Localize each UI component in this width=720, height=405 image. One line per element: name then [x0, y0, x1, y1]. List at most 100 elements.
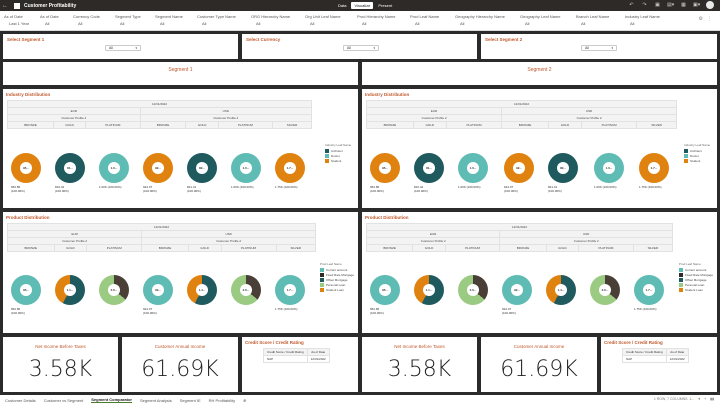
status-text: 1 ROW, 7 COLUMNS, 1... — [653, 397, 695, 401]
product-pie[interactable]: 92... 924.07 (100.00%) — [143, 275, 173, 315]
select-currency-label: Select Currency — [246, 37, 281, 42]
product-pie[interactable]: 92... 924.07 (100.00%) — [502, 275, 532, 315]
grid-icon[interactable]: ▦ — [681, 1, 686, 8]
credit-table: Credit Score / Credit Rating As of Date N… — [263, 348, 330, 363]
product-pie[interactable]: 1.7... 1.75K (100.00%) — [275, 275, 305, 311]
industry-pie[interactable]: 95... 952.86 (100.00%) — [370, 153, 400, 193]
add-icon[interactable]: + — [704, 397, 707, 401]
more-options-icon[interactable]: ⋮ — [707, 16, 712, 22]
mode-present[interactable]: Present — [378, 3, 393, 8]
filter-segment-type[interactable]: Segment Type All — [115, 14, 141, 26]
select-segment1-panel: Select Segment 1 All ▾ — [3, 34, 238, 59]
tab-segment-analysis[interactable]: Segment Analysis — [139, 397, 172, 403]
industry-pie[interactable]: 1.7... 1.75K (100.00%) — [275, 153, 305, 189]
select-currency-panel: Select Currency All ▾ — [242, 34, 477, 59]
industry-pie[interactable]: 81... 816.42 (100.00%) — [414, 153, 444, 193]
net-income-kpi-s1: Net Income Before Taxes 3.58K — [3, 337, 118, 392]
industry-distribution-s1: Industry Distribution 12/31/2022 EUR USD … — [3, 89, 358, 208]
product-pie[interactable]: 1.4... — [546, 275, 576, 305]
filter-settings-icon[interactable]: ⚙ — [698, 16, 703, 22]
tab-customer-vs-segment[interactable]: Customer vs Segment — [43, 397, 84, 403]
product-pie[interactable]: 2.6... — [231, 275, 261, 305]
filter-prod-hierarchy-name[interactable]: Prod Hierarchy Name All — [357, 14, 396, 26]
product-pie[interactable]: 95... 952.86 (100.00%) — [370, 275, 400, 315]
product-distribution-s2: Product Distribution 12/31/2022 EUR USD C… — [362, 212, 717, 333]
tab-customer-details[interactable]: Customer Details — [5, 397, 36, 403]
product-pie[interactable]: 1.4... — [187, 275, 217, 305]
industry-pie[interactable]: 82... 821.41 (100.00%) — [187, 153, 217, 193]
annual-income-kpi-s1: Customer Annual Income 61.69K — [122, 337, 238, 392]
filter-prod-leaf-name[interactable]: Prod Leaf Name All — [410, 14, 440, 26]
filter-org-unit-leaf-name[interactable]: Org Unit Leaf Name All — [305, 14, 341, 26]
back-arrow-icon[interactable]: ← — [2, 2, 8, 9]
product-header-table: 12/31/2022 EUR USD Customer Profile 2 Cust… — [365, 223, 674, 252]
product-pie[interactable]: 2.6... — [590, 275, 620, 305]
save-icon[interactable]: ▣ — [655, 1, 660, 8]
tab-segment-ie[interactable]: Segment IE — [179, 397, 201, 403]
product-pie[interactable]: 1.1... — [414, 275, 444, 305]
industry-header-table: 12/31/2022 EUR USD Customer Profile 2 Cust… — [365, 100, 677, 129]
industry-pie[interactable]: 82... 821.41 (100.00%) — [548, 153, 578, 193]
segment1-header: Segment 1 — [3, 62, 358, 85]
undo-icon[interactable]: ↶ — [629, 1, 634, 8]
industry-pie[interactable]: 1.0... 1.00K (100.00%) — [458, 153, 488, 189]
industry-pie[interactable]: 1.0... 1.00K (100.00%) — [99, 153, 129, 189]
filter-as-of-date-2[interactable]: As of Date All — [40, 14, 59, 26]
industry-pie[interactable]: 1.7... 1.75K (100.00%) — [639, 153, 669, 189]
industry-pie[interactable]: 95... 952.86 (100.00%) — [11, 153, 41, 193]
currency-dropdown[interactable]: All ▾ — [343, 45, 379, 51]
filter-icon[interactable]: ▾ — [698, 397, 701, 401]
filter-geography-leaf-name[interactable]: Geography Leaf Name All — [520, 14, 561, 26]
industry-distribution-s2: Industry Distribution 12/31/2022 EUR USD … — [362, 89, 717, 208]
net-income-kpi-s2: Net Income Before Taxes 3.58K — [362, 337, 477, 392]
filter-segment-name[interactable]: Segment Name All — [155, 14, 183, 26]
product-pie[interactable]: 1.1... — [55, 275, 85, 305]
credit-score-s2: Credit Score / Credit Rating Credit Scor… — [601, 337, 717, 392]
product-legend: Prod Leaf Name Current account Fixed Rat… — [679, 262, 714, 292]
grid-view-icon[interactable]: ▮▮ — [710, 397, 714, 401]
industry-legend: Industry Leaf Name Architect Doctor Stud… — [684, 143, 711, 163]
industry-pie[interactable]: 1.0... 1.09K (100.00%) — [231, 153, 261, 189]
filter-bar: As of Date Last 1 Year As of Date All Curr… — [0, 11, 720, 31]
filter-customer-type-name[interactable]: Customer Type Name All — [197, 14, 236, 26]
select-segment1-label: Select Segment 1 — [7, 37, 45, 42]
chevron-down-icon: ▾ — [373, 46, 375, 50]
add-icon[interactable]: ▣▾ — [693, 1, 701, 8]
industry-pie[interactable]: 92... 924.07 (100.00%) — [504, 153, 534, 193]
product-header-table: 12/31/2022 EUR USD Customer Profile 2 Cust… — [6, 223, 316, 252]
filter-org-hierarchy-name[interactable]: ORG Hierarchy Name All — [251, 14, 291, 26]
segment2-header: Segment 2 — [362, 62, 717, 85]
canvas-tabs: Customer Details Customer vs Segment Seg… — [0, 395, 720, 405]
filter-geography-hierarchy-name[interactable]: Geography Hierarchy Name All — [455, 14, 505, 26]
product-pie[interactable]: 95... 952.86 (100.00%) — [11, 275, 41, 315]
redo-icon[interactable]: ↷ — [642, 1, 647, 8]
mode-visualize[interactable]: Visualize — [351, 2, 374, 9]
industry-legend: Industry Leaf Name Architect Doctor Stud… — [325, 143, 352, 163]
industry-pie[interactable]: 92... 924.07 (100.00%) — [143, 153, 173, 193]
product-pie[interactable]: 2.6... — [458, 275, 488, 305]
layout-icon[interactable]: ▤▾ — [667, 1, 675, 8]
product-distribution-s1: Product Distribution 12/31/2022 EUR USD C… — [3, 212, 358, 333]
page-title: Customer Profitability — [24, 2, 77, 9]
segment2-dropdown[interactable]: All ▾ — [581, 45, 617, 51]
filter-as-of-date[interactable]: As of Date Last 1 Year — [4, 14, 30, 26]
tab-rh-profitability[interactable]: RH Profitability — [208, 397, 236, 403]
industry-pie[interactable]: 81... 816.42 (100.00%) — [55, 153, 85, 193]
mode-data[interactable]: Data — [338, 3, 347, 8]
annual-income-kpi-s2: Customer Annual Income 61.69K — [481, 337, 597, 392]
industry-pie[interactable]: 1.0... 1.09K (100.00%) — [594, 153, 624, 189]
tab-segment-comparator[interactable]: Segment Comparator — [91, 397, 132, 403]
product-pie[interactable]: 2.6... — [99, 275, 129, 305]
user-avatar[interactable] — [706, 1, 714, 9]
product-pie[interactable]: 1.7... 1.75K (100.00%) — [634, 275, 664, 311]
segment1-dropdown[interactable]: All ▾ — [105, 45, 141, 51]
product-legend: Prod Leaf Name Current account Fixed Rat… — [320, 262, 355, 292]
select-segment2-panel: Select Segment 2 All ▾ — [481, 34, 717, 59]
filter-branch-leaf-name[interactable]: Branch Leaf Name All — [576, 14, 610, 26]
filter-industry-leaf-name[interactable]: Industry Leaf Name All — [625, 14, 660, 26]
add-canvas-icon[interactable]: ⊕ — [243, 397, 247, 403]
app-logo-icon — [14, 2, 20, 9]
chevron-down-icon: ▾ — [135, 46, 137, 50]
select-segment2-label: Select Segment 2 — [485, 37, 523, 42]
filter-currency-code[interactable]: Currency Code All — [73, 14, 100, 26]
